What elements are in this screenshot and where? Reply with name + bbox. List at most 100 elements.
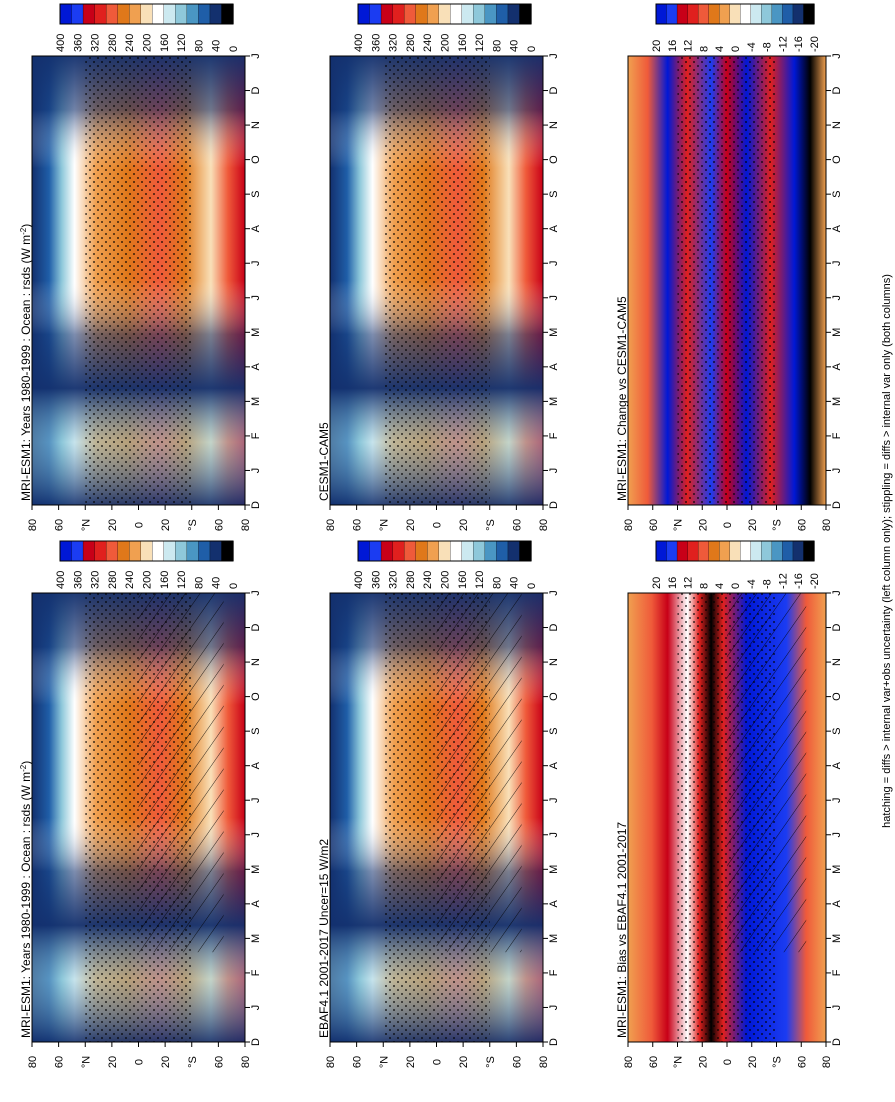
x-tick-label: D: [831, 87, 843, 95]
colorbar-tick-label: 240: [124, 571, 136, 589]
colorbar-swatch: [221, 3, 234, 25]
y-tick-label: 80: [240, 519, 252, 531]
colorbar-tick-label: 240: [124, 34, 136, 52]
x-tick-label: J: [548, 295, 560, 301]
panel-title: MRI-ESM1: Years 1980-1999 : Ocean : rsds…: [19, 761, 34, 1038]
colorbar-swatch: [380, 3, 394, 25]
colorbar-tick-label: 280: [107, 571, 119, 589]
colorbar-tick-label: 120: [474, 34, 486, 52]
x-tick-label: J: [548, 832, 560, 838]
stippling: [85, 56, 192, 505]
x-tick-label: J: [831, 295, 843, 301]
x-tick-label: J: [831, 1005, 843, 1011]
y-tick-label: 20: [107, 519, 119, 531]
x-tick-label: N: [548, 121, 560, 129]
colorbar-tick-label: -4: [746, 42, 758, 52]
y-tick-label: 20: [160, 519, 172, 531]
colorbar-tick-label: 40: [211, 577, 223, 589]
y-tick-label: 60: [213, 1056, 225, 1068]
y-tick-label: 0: [722, 1059, 734, 1065]
colorbar-swatch: [163, 540, 176, 562]
colorbar-tick-label: 8: [698, 583, 710, 589]
colorbar-swatch: [697, 540, 710, 562]
x-tick-label: J: [548, 53, 560, 59]
colorbar-tick-label: 0: [526, 46, 538, 52]
x-tick-label: O: [548, 155, 560, 164]
colorbar-frame: [357, 3, 532, 25]
colorbar-swatch: [761, 3, 773, 25]
colorbar-tick-label: -12: [777, 573, 789, 589]
colorbar-swatch: [687, 540, 699, 562]
colorbar-swatch: [803, 3, 815, 25]
y-tick-label: 60: [511, 519, 523, 531]
colorbar-swatch: [94, 3, 107, 25]
colorbar-tick-label: 400: [55, 34, 67, 52]
y-tick-label: 80: [325, 519, 337, 531]
colorbar-swatch: [729, 540, 741, 562]
colorbar-swatch: [117, 540, 130, 562]
x-tick-label: D: [548, 87, 560, 95]
y-tick-label: 20: [747, 519, 759, 531]
colorbar-swatch: [676, 540, 689, 562]
x-tick-label: S: [548, 190, 560, 197]
colorbar-frame: [655, 3, 815, 25]
y-tick-label: 0: [134, 1059, 146, 1065]
x-tick-label: J: [548, 260, 560, 266]
y-tick-label: °S: [187, 1056, 199, 1068]
colorbar-swatch: [750, 540, 762, 562]
y-tick-label: 80: [240, 1056, 252, 1068]
colorbar-tick-label: 280: [107, 34, 119, 52]
x-tick-label: D: [250, 87, 262, 95]
colorbar-swatch: [175, 3, 188, 25]
colorbar-swatch: [209, 3, 223, 25]
colorbar-swatch: [461, 3, 474, 25]
colorbar-swatch: [655, 540, 668, 562]
colorbar-swatch: [496, 3, 509, 25]
x-tick-label: N: [250, 658, 262, 666]
colorbar-swatch: [473, 3, 486, 25]
hatching: [138, 593, 224, 953]
colorbar-tick-label: 4: [714, 46, 726, 52]
colorbar-tick-label: 360: [370, 34, 382, 52]
y-tick-label: °N: [378, 1056, 390, 1068]
colorbar-swatch: [666, 540, 678, 562]
colorbar-swatch: [450, 540, 463, 562]
colorbar-swatch: [403, 540, 417, 562]
y-tick-label: °N: [673, 1056, 685, 1068]
x-tick-label: M: [548, 865, 560, 874]
colorbar-swatch: [140, 540, 153, 562]
stippling: [383, 56, 490, 505]
x-tick-label: J: [831, 590, 843, 596]
colorbar-tick-label: 0: [228, 583, 240, 589]
y-tick-label: 60: [352, 519, 364, 531]
colorbar-swatch: [198, 540, 211, 562]
y-tick-label: 60: [352, 1056, 364, 1068]
colorbar-tick-label: 80: [491, 40, 503, 52]
y-tick-label: 80: [27, 1056, 39, 1068]
y-tick-label: 80: [623, 1056, 635, 1068]
colorbar-tick-label: 12: [683, 40, 695, 52]
panel-title: MRI-ESM1: Years 1980-1999 : Ocean : rsds…: [19, 224, 34, 501]
colorbar-swatch: [519, 540, 532, 562]
x-tick-label: J: [250, 797, 262, 803]
colorbar-swatch: [708, 540, 720, 562]
colorbar-tick-label: 40: [211, 40, 223, 52]
colorbar-swatch: [427, 540, 440, 562]
x-tick-label: S: [831, 727, 843, 734]
y-tick-label: °S: [772, 1056, 784, 1068]
colorbar-tick-label: -20: [809, 36, 821, 52]
colorbar-swatch: [82, 540, 96, 562]
x-tick-label: A: [831, 761, 843, 769]
colorbar-swatch: [152, 540, 165, 562]
colorbar-swatch: [221, 540, 234, 562]
colorbar-tick-label: 320: [388, 571, 400, 589]
colorbar-tick-label: -20: [809, 573, 821, 589]
colorbar-swatch: [461, 540, 474, 562]
y-tick-label: °S: [187, 519, 199, 531]
colorbar-tick-label: 160: [457, 34, 469, 52]
x-tick-label: M: [831, 328, 843, 337]
x-tick-label: F: [548, 432, 560, 439]
